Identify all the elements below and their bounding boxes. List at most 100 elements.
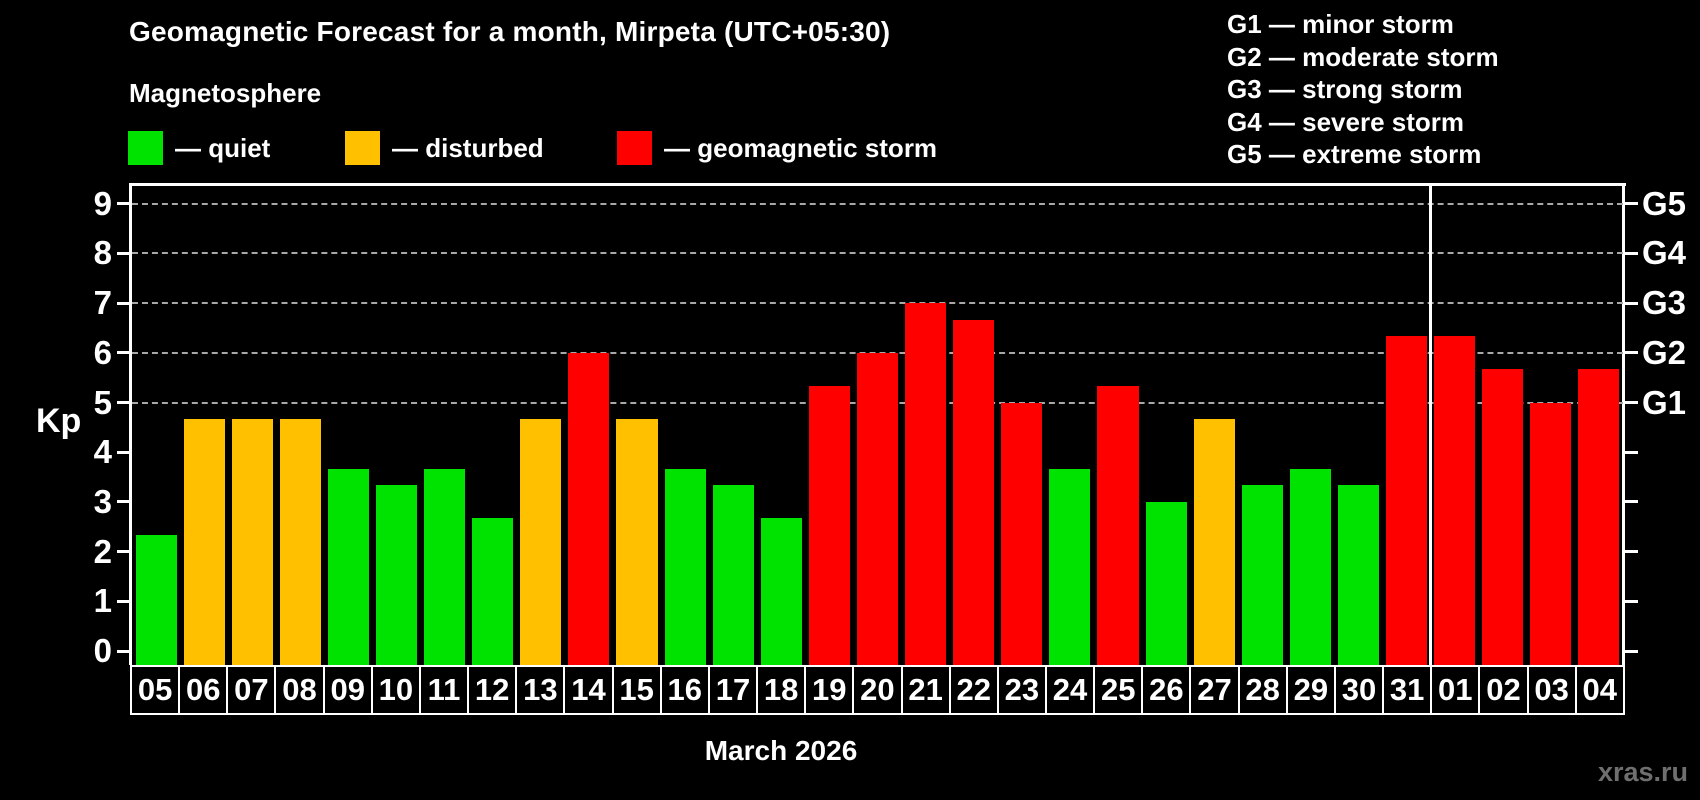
bar-day-11 — [424, 468, 466, 665]
bar-day-24 — [1049, 468, 1091, 665]
day-label-21: 21 — [900, 665, 951, 715]
day-axis: 05 06 07 08 09 10 11 12 13 14 15 16 17 18 19 20 21 22 23 24… — [130, 665, 1625, 715]
y-tick-left-1 — [117, 599, 130, 603]
g-legend-line-1: G1 — minor storm — [1227, 9, 1454, 39]
day-label-18: 18 — [756, 665, 807, 715]
bar-day-05 — [135, 535, 177, 665]
bar-day-21 — [905, 303, 947, 665]
bar-day-19 — [808, 386, 850, 665]
bar-day-02 — [1482, 369, 1524, 665]
bar-day-10 — [375, 485, 418, 665]
legend-label-storm: — geomagnetic storm — [664, 132, 938, 163]
bar-day-22 — [953, 319, 995, 665]
y-tick-left-7 — [117, 301, 130, 305]
bar-day-31 — [1386, 336, 1428, 665]
kp-axis-title: Kp — [36, 402, 82, 440]
g-scale-legend: G1 — minor storm G2 — moderate storm G3 — … — [1227, 8, 1499, 171]
y-tick-label-6: 6 — [93, 333, 112, 371]
day-label-03: 03 — [1526, 665, 1577, 715]
y-tick-right-0 — [1625, 649, 1638, 653]
magnetosphere-label: Magnetosphere — [129, 78, 322, 108]
day-label-12: 12 — [467, 665, 518, 715]
day-label-25: 25 — [1093, 665, 1144, 715]
day-label-13: 13 — [515, 665, 566, 715]
y-tick-right-4 — [1625, 450, 1638, 454]
bar-day-18 — [760, 518, 802, 665]
day-label-20: 20 — [852, 665, 903, 715]
day-label-01: 01 — [1430, 665, 1481, 715]
day-label-11: 11 — [418, 665, 470, 715]
legend-swatch-quiet — [128, 131, 163, 165]
bar-day-29 — [1289, 468, 1331, 665]
day-label-26: 26 — [1141, 665, 1192, 715]
plot-area — [132, 183, 1623, 665]
bar-day-28 — [1241, 485, 1283, 665]
y-tick-label-8: 8 — [93, 234, 112, 272]
day-label-14: 14 — [563, 665, 614, 715]
day-label-09: 09 — [322, 665, 373, 715]
month-separator-line — [1429, 183, 1433, 665]
y-tick-label-2: 2 — [93, 532, 112, 570]
g-scale-label-G5: G5 — [1642, 184, 1687, 222]
day-label-23: 23 — [996, 665, 1047, 715]
y-axis-line-right — [1622, 183, 1625, 665]
legend-item-quiet: — quiet — [128, 128, 270, 168]
bar-day-13 — [520, 418, 562, 665]
y-tick-left-9 — [117, 202, 130, 206]
bar-day-03 — [1530, 402, 1572, 665]
bar-day-17 — [712, 485, 754, 665]
bar-day-15 — [616, 418, 658, 665]
y-tick-left-0 — [117, 649, 130, 653]
y-tick-left-6 — [117, 351, 130, 355]
y-tick-right-7 — [1625, 301, 1638, 305]
y-tick-left-8 — [117, 251, 130, 255]
bar-day-01 — [1434, 336, 1476, 665]
y-tick-right-8 — [1625, 251, 1638, 255]
legend-swatch-storm — [617, 131, 652, 165]
bar-day-14 — [568, 352, 610, 665]
bar-day-30 — [1337, 485, 1379, 665]
g-legend-line-3: G3 — strong storm — [1227, 74, 1463, 104]
day-label-24: 24 — [1044, 665, 1096, 715]
bar-day-12 — [472, 518, 514, 665]
day-label-02: 02 — [1478, 665, 1529, 715]
day-label-10: 10 — [370, 665, 421, 715]
day-label-05: 05 — [130, 665, 181, 715]
legend-item-disturbed: — disturbed — [345, 128, 544, 168]
bar-day-09 — [327, 468, 369, 665]
day-label-17: 17 — [707, 665, 759, 715]
bar-day-20 — [856, 352, 899, 665]
day-label-31: 31 — [1382, 665, 1433, 715]
watermark: xras.ru — [1597, 757, 1688, 787]
day-label-30: 30 — [1333, 665, 1385, 715]
g-legend-line-2: G2 — moderate storm — [1227, 41, 1499, 72]
g-legend-line-4: G4 — severe storm — [1227, 106, 1465, 137]
day-label-15: 15 — [611, 665, 662, 715]
day-label-29: 29 — [1285, 665, 1336, 715]
day-label-22: 22 — [948, 665, 999, 715]
day-label-04: 04 — [1574, 665, 1625, 715]
bar-day-08 — [279, 418, 321, 665]
bar-day-23 — [1001, 402, 1043, 665]
g-scale-label-G3: G3 — [1642, 284, 1687, 322]
y-tick-label-4: 4 — [93, 433, 112, 471]
y-axis-line-left — [129, 183, 132, 665]
bar-day-25 — [1097, 386, 1139, 665]
legend-label-disturbed: — disturbed — [392, 132, 544, 163]
y-tick-right-6 — [1625, 351, 1638, 355]
g-scale-label-G1: G1 — [1642, 383, 1687, 421]
day-label-27: 27 — [1189, 665, 1240, 715]
g-scale-label-G2: G2 — [1642, 333, 1687, 371]
y-tick-left-3 — [117, 500, 130, 504]
bar-day-26 — [1145, 501, 1187, 665]
bar-day-04 — [1578, 369, 1620, 665]
y-tick-label-7: 7 — [93, 284, 112, 322]
day-label-16: 16 — [659, 665, 710, 715]
day-label-06: 06 — [178, 665, 229, 715]
bar-day-07 — [231, 418, 273, 665]
legend-label-quiet: — quiet — [175, 132, 271, 163]
y-tick-right-9 — [1625, 202, 1638, 206]
bar-day-27 — [1193, 418, 1235, 665]
day-label-19: 19 — [804, 665, 855, 715]
